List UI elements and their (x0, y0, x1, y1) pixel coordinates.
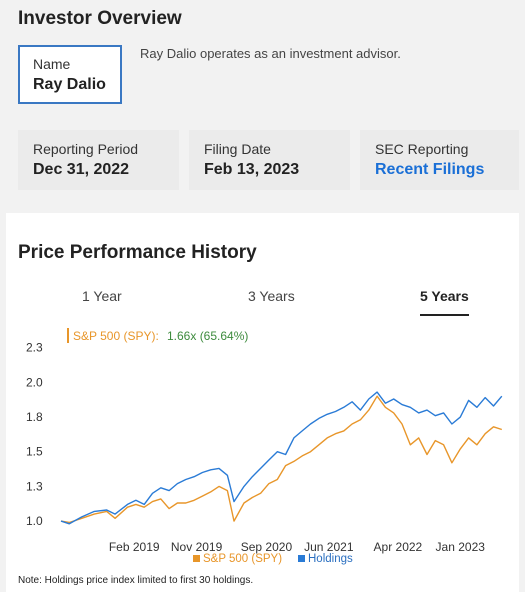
y-tick-label: 2.0 (26, 375, 43, 389)
y-tick-label: 1.3 (26, 479, 43, 493)
legend-label-holdings[interactable]: Holdings (308, 553, 353, 565)
reporting-period-value: Dec 31, 2022 (33, 161, 130, 178)
holdings-note: Note: Holdings price index limited to fi… (18, 575, 254, 586)
price-performance-section: Price Performance History 1 Year 3 Years… (6, 213, 519, 592)
active-tab-indicator (420, 314, 469, 316)
investor-overview-section: Investor Overview Name Ray Dalio Ray Dal… (0, 0, 525, 206)
sec-reporting-label: SEC Reporting (375, 141, 469, 157)
tab-3-years[interactable]: 3 Years (248, 288, 295, 304)
x-axis: Feb 2019 Nov 2019 Sep 2020 Jun 2021 Apr 2022… (109, 540, 485, 554)
legend-swatch-holdings (298, 555, 305, 562)
x-tick-label: Apr 2022 (374, 540, 423, 554)
filing-date-value: Feb 13, 2023 (204, 161, 300, 178)
investor-name-box: Name Ray Dalio (18, 45, 122, 104)
tooltip-marker (67, 328, 69, 343)
investor-overview-title: Investor Overview (18, 8, 182, 29)
x-tick-label: Jun 2021 (304, 540, 354, 554)
name-label: Name (33, 56, 71, 72)
chart-tooltip: S&P 500 (SPY): 1.66x (65.64%) (67, 328, 248, 343)
y-tick-label: 1.5 (26, 445, 43, 459)
recent-filings-link[interactable]: Recent Filings (375, 161, 485, 178)
y-tick-label: 1.8 (26, 410, 43, 424)
sec-reporting-card: SEC Reporting Recent Filings (360, 130, 519, 190)
filing-date-card: Filing Date Feb 13, 2023 (189, 130, 350, 190)
legend-label-spy[interactable]: S&P 500 (SPY) (203, 553, 282, 565)
tooltip-label: S&P 500 (SPY): (73, 329, 159, 343)
y-tick-label: 1.0 (26, 514, 43, 528)
price-performance-title: Price Performance History (18, 242, 257, 263)
investor-description: Ray Dalio operates as an investment advi… (140, 46, 401, 61)
x-tick-label: Feb 2019 (109, 540, 160, 554)
name-value: Ray Dalio (33, 76, 106, 93)
series-line-spy (60, 395, 503, 524)
x-tick-label: Nov 2019 (171, 540, 223, 554)
price-performance-chart: 1.0 1.3 1.5 1.8 2.0 2.3 Feb 2019 Nov 2019 Sep 2… (26, 328, 503, 565)
tab-1-year[interactable]: 1 Year (82, 288, 122, 304)
y-axis: 1.0 1.3 1.5 1.8 2.0 2.3 (26, 341, 43, 528)
series-line-holdings (60, 391, 503, 525)
x-tick-label: Jan 2023 (436, 540, 486, 554)
reporting-period-card: Reporting Period Dec 31, 2022 (18, 130, 179, 190)
filing-date-label: Filing Date (204, 141, 271, 157)
tab-5-years[interactable]: 5 Years (420, 288, 469, 304)
legend-swatch-spy (193, 555, 200, 562)
series-layer (60, 391, 503, 525)
x-tick-label: Sep 2020 (241, 540, 293, 554)
y-tick-label: 2.3 (26, 341, 43, 355)
chart-legend: S&P 500 (SPY) Holdings (193, 553, 353, 565)
tooltip-value: 1.66x (65.64%) (167, 329, 248, 343)
reporting-period-label: Reporting Period (33, 141, 139, 157)
